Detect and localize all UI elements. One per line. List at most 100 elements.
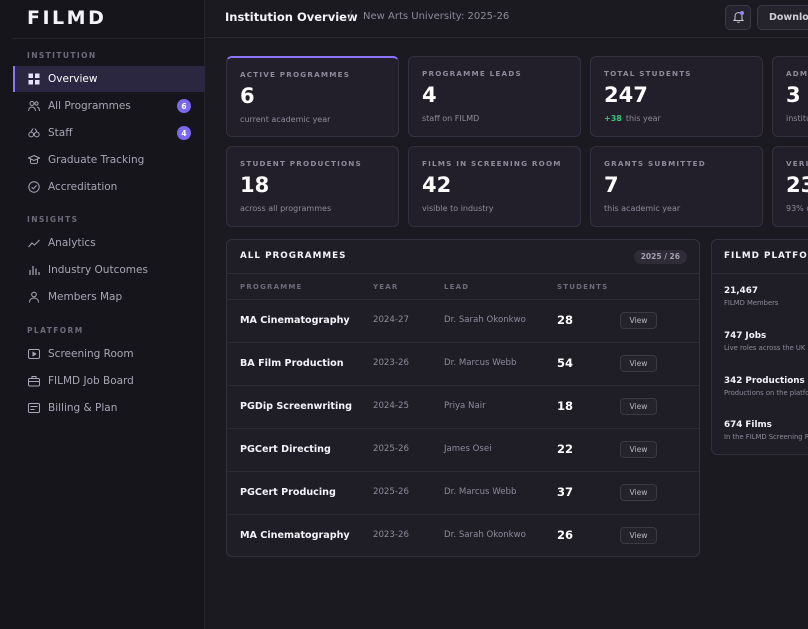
sidebar-item-job-board[interactable]: FILMD Job Board xyxy=(13,368,205,394)
sidebar-item-label: Analytics xyxy=(48,237,96,249)
platform-stat-desc: In the FILMD Screening Room xyxy=(724,433,808,441)
stat-card-verified: VERI 23 93% o xyxy=(772,146,808,227)
sidebar-item-label: Members Map xyxy=(48,291,123,303)
programme-name: PGCert Producing xyxy=(240,487,336,498)
sidebar-item-graduate-tracking[interactable]: Graduate Tracking xyxy=(13,147,205,173)
programme-lead: James Osei xyxy=(444,444,492,454)
sidebar-item-label: Overview xyxy=(48,73,98,85)
people-icon xyxy=(28,127,40,139)
stat-card-total-students: TOTAL STUDENTS 247 +38 this year xyxy=(590,56,763,137)
stat-value: 7 xyxy=(604,173,619,197)
check-circle-icon xyxy=(28,181,40,193)
filmd-logo[interactable]: FILMD xyxy=(27,7,107,29)
programmes-panel-header: ALL PROGRAMMES 2025 / 26 xyxy=(227,240,699,274)
programme-students: 37 xyxy=(557,485,574,499)
section-title-institution: INSTITUTION xyxy=(27,51,97,60)
stat-subtext: staff on FILMD xyxy=(422,114,480,123)
sidebar-item-overview[interactable]: Overview xyxy=(13,66,205,92)
programme-year: 2023-26 xyxy=(373,358,409,368)
programme-students: 54 xyxy=(557,356,574,370)
bar-chart-icon xyxy=(28,264,40,276)
table-row: PGCert Directing 2025-26 James Osei 22 V… xyxy=(227,429,699,472)
platform-stat-desc: Productions on the platform xyxy=(724,389,808,397)
year-badge: 2025 / 26 xyxy=(633,250,687,264)
section-title-platform: PLATFORM xyxy=(27,326,84,335)
stat-card-grants-submitted: GRANTS SUBMITTED 7 this academic year xyxy=(590,146,763,227)
view-button[interactable]: View xyxy=(620,441,657,458)
programme-lead: Dr. Marcus Webb xyxy=(444,487,517,497)
stat-value: 6 xyxy=(240,84,255,108)
view-button[interactable]: View xyxy=(620,398,657,415)
programme-students: 22 xyxy=(557,442,574,456)
platform-panel: FILMD PLATFORM 21,467 FILMD Members 747 … xyxy=(711,239,808,455)
sidebar-item-staff[interactable]: Staff 4 xyxy=(13,120,205,146)
programmes-title: ALL PROGRAMMES xyxy=(240,251,347,261)
table-row: MA Cinematography 2024-27 Dr. Sarah Okon… xyxy=(227,300,699,343)
sidebar-item-label: Graduate Tracking xyxy=(48,154,145,166)
table-row: BA Film Production 2023-26 Dr. Marcus We… xyxy=(227,343,699,386)
notifications-button[interactable] xyxy=(725,5,751,30)
view-button[interactable]: View xyxy=(620,484,657,501)
stat-label: TOTAL STUDENTS xyxy=(604,69,692,78)
sidebar-item-label: Screening Room xyxy=(48,348,134,360)
breadcrumb-separator: / xyxy=(348,9,353,24)
programme-lead: Dr. Sarah Okonkwo xyxy=(444,315,526,325)
programme-year: 2023-26 xyxy=(373,530,409,540)
stat-subtext: this year xyxy=(625,114,661,123)
sidebar-divider xyxy=(12,38,205,39)
sidebar-item-billing[interactable]: Billing & Plan xyxy=(13,395,205,421)
count-badge: 6 xyxy=(177,99,191,113)
graduation-cap-icon xyxy=(28,154,40,166)
breadcrumb-subtitle: New Arts University: 2025-26 xyxy=(363,11,510,22)
programme-year: 2025-26 xyxy=(373,444,409,454)
download-button[interactable]: Download xyxy=(757,5,808,30)
platform-stat-value: 342 Productions xyxy=(724,376,805,386)
platform-stat: 21,467 FILMD Members xyxy=(724,286,778,307)
stat-label: ACTIVE PROGRAMMES xyxy=(240,70,351,79)
sidebar-item-analytics[interactable]: Analytics xyxy=(13,230,205,256)
stat-label: ADMI xyxy=(786,69,808,78)
stat-value: 23 xyxy=(786,173,808,197)
sidebar-item-label: Staff xyxy=(48,127,73,139)
stat-card-active-programmes: ACTIVE PROGRAMMES 6 current academic yea… xyxy=(226,56,399,137)
programme-year: 2024-27 xyxy=(373,315,409,325)
column-header-students: STUDENTS xyxy=(557,283,609,291)
stat-label: FILMS IN SCREENING ROOM xyxy=(422,159,562,168)
programme-students: 18 xyxy=(557,399,574,413)
briefcase-icon xyxy=(28,375,40,387)
stat-value: 42 xyxy=(422,173,452,197)
platform-stat: 674 Films In the FILMD Screening Room xyxy=(724,420,808,441)
stat-label: VERI xyxy=(786,159,808,168)
programme-name: PGDip Screenwriting xyxy=(240,401,352,412)
sidebar-item-screening-room[interactable]: Screening Room xyxy=(13,341,205,367)
platform-title: FILMD PLATFORM xyxy=(724,251,808,261)
programme-name: BA Film Production xyxy=(240,358,344,369)
stat-card-films-in-screening-room: FILMS IN SCREENING ROOM 42 visible to in… xyxy=(408,146,581,227)
table-header: PROGRAMME YEAR LEAD STUDENTS xyxy=(227,274,699,300)
sidebar-item-members-map[interactable]: Members Map xyxy=(13,284,205,310)
stat-card-programme-leads: PROGRAMME LEADS 4 staff on FILMD xyxy=(408,56,581,137)
stat-subtext: 93% o xyxy=(786,204,808,213)
programme-year: 2024-25 xyxy=(373,401,409,411)
sidebar-item-industry-outcomes[interactable]: Industry Outcomes xyxy=(13,257,205,283)
stat-card-admins: ADMI 3 institu xyxy=(772,56,808,137)
view-button[interactable]: View xyxy=(620,527,657,544)
sidebar-item-all-programmes[interactable]: All Programmes 6 xyxy=(13,93,205,119)
trend-line-icon xyxy=(28,237,40,249)
section-title-insights: INSIGHTS xyxy=(27,215,79,224)
stat-card-student-productions: STUDENT PRODUCTIONS 18 across all progra… xyxy=(226,146,399,227)
column-header-year: YEAR xyxy=(373,283,399,291)
stat-label: PROGRAMME LEADS xyxy=(422,69,522,78)
view-button[interactable]: View xyxy=(620,355,657,372)
view-button[interactable]: View xyxy=(620,312,657,329)
top-bar: Institution Overview / New Arts Universi… xyxy=(206,0,808,38)
stat-label: STUDENT PRODUCTIONS xyxy=(240,159,362,168)
stat-value: 4 xyxy=(422,83,437,107)
sidebar-item-label: FILMD Job Board xyxy=(48,375,134,387)
platform-stat-value: 21,467 xyxy=(724,286,758,296)
column-header-programme: PROGRAMME xyxy=(240,283,303,291)
programme-students: 26 xyxy=(557,528,574,542)
bell-icon xyxy=(732,8,744,27)
sidebar-item-accreditation[interactable]: Accreditation xyxy=(13,174,205,200)
play-screen-icon xyxy=(28,348,40,360)
